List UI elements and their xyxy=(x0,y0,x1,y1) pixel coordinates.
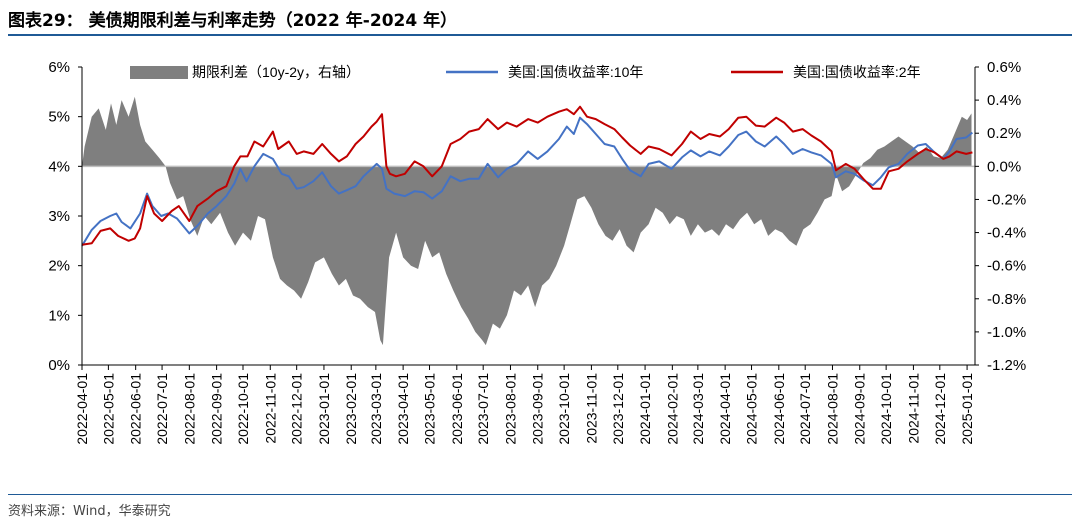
spread-area-layer xyxy=(82,96,972,346)
x-tick-label: 2024-12-01 xyxy=(932,373,948,445)
right-tick-label: 0.2% xyxy=(987,125,1021,142)
legend-item: 美国:国债收益率:10年 xyxy=(446,64,643,80)
title-rule xyxy=(8,34,1072,36)
legend-label: 期限利差（10y-2y，右轴） xyxy=(192,64,360,80)
right-tick-label: -0.8% xyxy=(987,291,1026,308)
x-tick-label: 2023-08-01 xyxy=(502,373,518,445)
legend-swatch-area xyxy=(130,66,188,79)
right-tick-label: 0.4% xyxy=(987,92,1021,109)
x-tick-label: 2023-12-01 xyxy=(610,373,626,445)
legend-item: 期限利差（10y-2y，右轴） xyxy=(130,64,360,80)
x-tick-label: 2024-10-01 xyxy=(878,373,894,445)
x-tick-label: 2022-11-01 xyxy=(262,373,278,444)
left-tick-label: 5% xyxy=(48,109,70,126)
right-tick-label: 0.6% xyxy=(987,59,1021,76)
x-tick-label: 2022-12-01 xyxy=(289,373,305,445)
left-tick-label: 6% xyxy=(48,59,70,76)
left-tick-label: 0% xyxy=(48,357,70,374)
footer-rule xyxy=(8,494,1072,495)
axes-layer: 0% 1% 2% 3% 4% 5% 6% -1.2% -1.0% -0.8% -0.6% -0.4% -… xyxy=(48,59,1026,445)
x-tick-label: 2024-11-01 xyxy=(905,373,921,444)
x-tick-label: 2023-09-01 xyxy=(530,373,546,445)
spread-area xyxy=(82,96,972,346)
x-tick-label: 2023-06-01 xyxy=(449,373,465,445)
right-tick-label: -1.2% xyxy=(987,357,1026,374)
x-tick-label: 2023-03-01 xyxy=(368,373,384,445)
x-tick-label: 2023-11-01 xyxy=(583,373,599,444)
x-tick-label: 2024-06-01 xyxy=(771,373,787,445)
left-tick-label: 2% xyxy=(48,258,70,275)
left-tick-label: 4% xyxy=(48,158,70,175)
x-tick-label: 2024-09-01 xyxy=(852,373,868,445)
x-tick-label: 2024-01-01 xyxy=(637,373,653,445)
x-tick-label: 2024-07-01 xyxy=(797,373,813,445)
x-tick-label: 2024-04-01 xyxy=(717,373,733,445)
series-line-2y xyxy=(81,105,973,246)
x-tick-label: 2022-04-01 xyxy=(74,373,90,445)
yield-lines-layer xyxy=(81,105,974,247)
right-tick-label: -0.4% xyxy=(987,225,1026,242)
right-tick-label: -1.0% xyxy=(987,324,1026,341)
left-tick-label: 1% xyxy=(48,307,70,324)
x-tick-label: 2024-05-01 xyxy=(744,373,760,445)
x-tick-label: 2023-02-01 xyxy=(343,373,359,445)
x-tick-label: 2024-02-01 xyxy=(664,373,680,445)
x-tick-label: 2023-01-01 xyxy=(316,373,332,445)
x-tick-label: 2022-06-01 xyxy=(128,373,144,445)
series-line-10y xyxy=(81,116,974,247)
legend: 期限利差（10y-2y，右轴） 美国:国债收益率:10年 美国:国债收益率:2年 xyxy=(130,64,921,80)
source-note: 资料来源：Wind，华泰研究 xyxy=(8,504,171,519)
page-title: 图表29： 美债期限利差与利率走势（2022 年-2024 年） xyxy=(8,11,458,31)
legend-item: 美国:国债收益率:2年 xyxy=(731,64,921,80)
x-tick-label: 2023-05-01 xyxy=(422,373,438,445)
x-tick-label: 2024-03-01 xyxy=(690,373,706,445)
x-tick-label: 2022-10-01 xyxy=(235,373,251,445)
right-tick-label: -0.6% xyxy=(987,258,1026,275)
x-tick-label: 2022-05-01 xyxy=(100,373,116,445)
legend-label: 美国:国债收益率:10年 xyxy=(508,64,643,80)
left-tick-label: 3% xyxy=(48,208,70,225)
x-tick-label: 2023-10-01 xyxy=(556,373,572,445)
right-tick-label: 0.0% xyxy=(987,158,1021,175)
legend-label: 美国:国债收益率:2年 xyxy=(793,64,921,80)
x-tick-label: 2023-04-01 xyxy=(395,373,411,445)
x-tick-label: 2023-07-01 xyxy=(475,373,491,445)
x-tick-label: 2022-08-01 xyxy=(181,373,197,445)
x-tick-label: 2025-01-01 xyxy=(959,373,975,445)
x-tick-label: 2024-08-01 xyxy=(824,373,840,445)
x-tick-label: 2022-09-01 xyxy=(209,373,225,445)
right-tick-label: -0.2% xyxy=(987,191,1026,208)
x-tick-label: 2022-07-01 xyxy=(154,373,170,445)
